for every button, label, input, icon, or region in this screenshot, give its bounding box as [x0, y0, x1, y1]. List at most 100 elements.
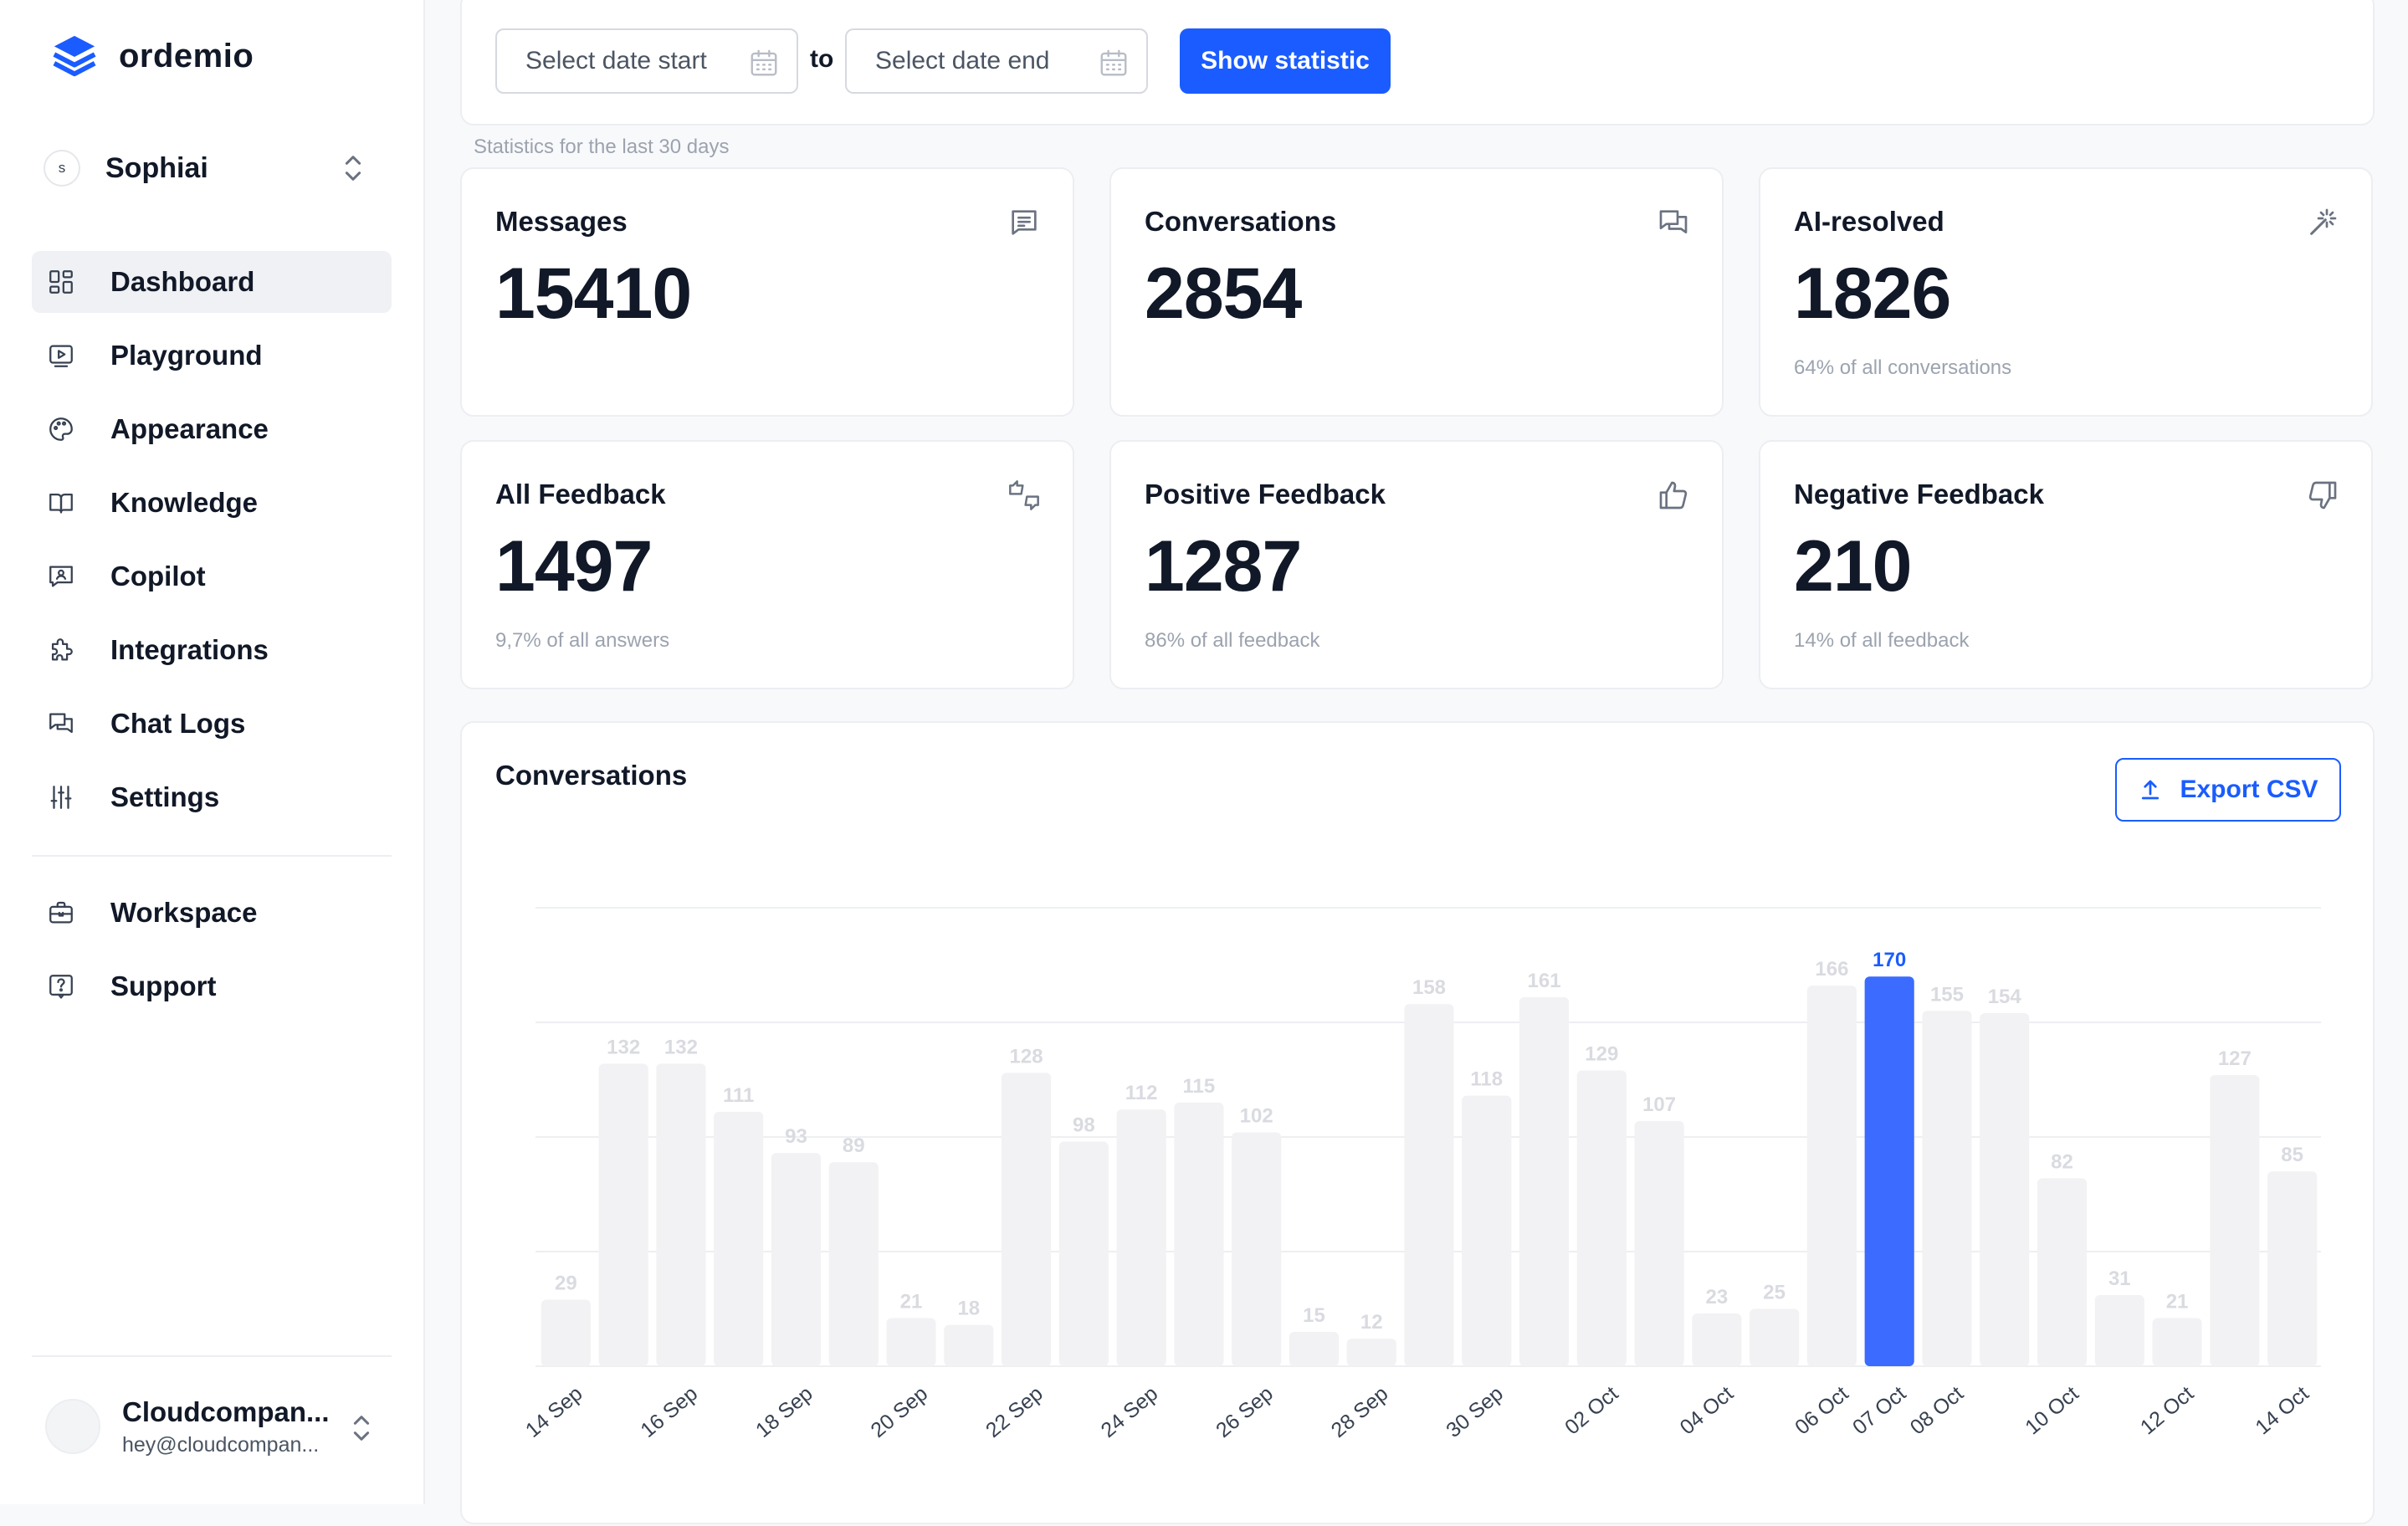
chart-bar[interactable] [2210, 1075, 2260, 1366]
sidebar-item-support[interactable]: Support [32, 955, 392, 1017]
copilot-icon [47, 562, 75, 591]
chart-bar[interactable] [1692, 1313, 1742, 1366]
chart-data-label: 129 [1585, 1043, 1618, 1066]
chevron-updown-icon [353, 1416, 370, 1441]
stat-title: Positive Feedback [1145, 479, 1386, 510]
book-icon [47, 489, 75, 517]
date-end-input[interactable]: Select date end [845, 28, 1148, 94]
help-icon [47, 972, 75, 1001]
chart-bar[interactable] [1462, 1095, 1512, 1366]
chart-data-label: 85 [2281, 1144, 2303, 1166]
chart-bar[interactable] [1404, 1004, 1454, 1366]
stat-subtitle: 64% of all conversations [1794, 356, 2012, 379]
chart-bar[interactable] [1634, 1120, 1684, 1366]
sidebar-item-settings[interactable]: Settings [32, 766, 392, 828]
sidebar-item-playground[interactable]: Playground [32, 325, 392, 387]
chart-bar[interactable] [1750, 1308, 1800, 1367]
x-axis-tick-label: 10 Oct [2021, 1382, 2083, 1440]
show-statistic-button[interactable]: Show statistic [1180, 28, 1391, 94]
chart-data-label: 25 [1763, 1282, 1786, 1304]
chart-bar[interactable] [1174, 1102, 1224, 1366]
x-axis-tick-label: 18 Sep [751, 1382, 817, 1442]
stat-value: 1826 [1794, 253, 1951, 334]
chart-bar[interactable] [1058, 1141, 1109, 1366]
x-axis-tick-label: 12 Oct [2136, 1382, 2198, 1440]
chart-bar[interactable] [1346, 1339, 1396, 1366]
stat-card-positive-feedback: Positive Feedback 1287 86% of all feedba… [1109, 440, 1724, 689]
x-axis-tick-label: 08 Oct [1906, 1382, 1968, 1440]
chart-bar[interactable] [541, 1299, 591, 1366]
x-axis-tick-label: 14 Sep [521, 1382, 587, 1442]
chart-bar[interactable] [1116, 1109, 1166, 1366]
date-filter-bar: Select date start to Select date end Sho… [460, 0, 2375, 125]
chart-bar[interactable] [1289, 1331, 1340, 1366]
chart-bar[interactable] [1806, 986, 1857, 1366]
x-axis-tick-label: 26 Sep [1212, 1382, 1278, 1442]
chart-data-label: 128 [1010, 1045, 1043, 1068]
stat-card-messages: Messages 15410 [460, 167, 1074, 417]
chart-data-label: 154 [1988, 986, 2022, 1008]
stat-card-negative-feedback: Negative Feedback 210 14% of all feedbac… [1759, 440, 2373, 689]
chart-bar[interactable] [1232, 1132, 1282, 1366]
app-logo[interactable]: ordemio [50, 32, 254, 80]
conversations-chart-card: Conversations Export CSV 29 132 132 111 93 89… [460, 721, 2375, 1524]
date-start-input[interactable]: Select date start [495, 28, 798, 94]
sidebar-item-copilot[interactable]: Copilot [32, 545, 392, 607]
stat-title: Negative Feedback [1794, 479, 2044, 510]
chart-bar[interactable] [1002, 1073, 1052, 1366]
user-menu[interactable]: Cloudcompan... hey@cloudcompan... [32, 1389, 392, 1464]
chart-bar[interactable] [886, 1318, 936, 1366]
chevron-updown-icon [345, 156, 361, 181]
chart-data-label: 107 [1642, 1093, 1676, 1116]
chart-bar[interactable] [2152, 1318, 2202, 1366]
chart-data-label: 89 [843, 1134, 865, 1157]
chart-bar[interactable] [714, 1111, 764, 1366]
chart-data-label: 82 [2051, 1150, 2073, 1173]
sidebar-item-label: Appearance [110, 413, 269, 444]
sidebar-item-integrations[interactable]: Integrations [32, 619, 392, 681]
date-start-placeholder: Select date start [525, 47, 707, 74]
chart-bar[interactable] [828, 1162, 879, 1366]
chart-bar[interactable] [1576, 1070, 1627, 1366]
chart-data-label: 98 [1073, 1114, 1095, 1136]
dashboard-icon [47, 268, 75, 296]
workspace-switcher[interactable]: s Sophiai [32, 141, 383, 196]
chart-data-label: 166 [1815, 958, 1848, 981]
chart-bar[interactable] [1980, 1013, 2030, 1366]
export-csv-button[interactable]: Export CSV [2115, 758, 2341, 822]
x-axis-tick-label: 24 Sep [1097, 1382, 1163, 1442]
stat-subtitle: 14% of all feedback [1794, 629, 1970, 652]
chart-bar[interactable] [598, 1063, 648, 1366]
sidebar-item-knowledge[interactable]: Knowledge [32, 472, 392, 534]
chart-bar[interactable] [656, 1063, 706, 1366]
chart-bar[interactable] [2267, 1171, 2318, 1366]
stat-card-conversations: Conversations 2854 [1109, 167, 1724, 417]
chart-bar[interactable] [944, 1324, 994, 1366]
palette-icon [47, 415, 75, 443]
sidebar-item-chat-logs[interactable]: Chat Logs [32, 693, 392, 755]
stat-value: 1287 [1145, 526, 1302, 607]
chart-data-label: 161 [1528, 970, 1561, 992]
puzzle-icon [47, 636, 75, 664]
chart-data-label: 21 [2166, 1290, 2189, 1313]
sidebar-item-appearance[interactable]: Appearance [32, 398, 392, 460]
sidebar-item-label: Chat Logs [110, 708, 246, 739]
chart-data-label: 112 [1125, 1082, 1158, 1104]
sidebar-item-dashboard[interactable]: Dashboard [32, 251, 392, 313]
chart-bar[interactable] [771, 1153, 822, 1366]
chart-data-label: 23 [1706, 1286, 1729, 1308]
chart-bar[interactable] [2094, 1295, 2144, 1366]
sidebar-item-label: Dashboard [110, 266, 255, 297]
chart-bar[interactable] [1922, 1011, 1972, 1366]
chart-bar[interactable] [1519, 996, 1570, 1366]
x-axis-tick-label: 02 Oct [1560, 1382, 1622, 1440]
chart-bar[interactable] [1864, 976, 1914, 1366]
chart-bar[interactable] [2037, 1178, 2088, 1366]
x-axis-tick-label: 22 Sep [981, 1382, 1048, 1442]
sidebar-item-workspace[interactable]: Workspace [32, 882, 392, 944]
chart-data-label: 29 [555, 1273, 577, 1295]
thumbs-down-icon [2306, 479, 2339, 512]
x-axis-tick-label: 06 Oct [1791, 1382, 1852, 1440]
chart-data-label: 115 [1183, 1075, 1216, 1098]
x-axis-tick-label: 20 Sep [866, 1382, 932, 1442]
